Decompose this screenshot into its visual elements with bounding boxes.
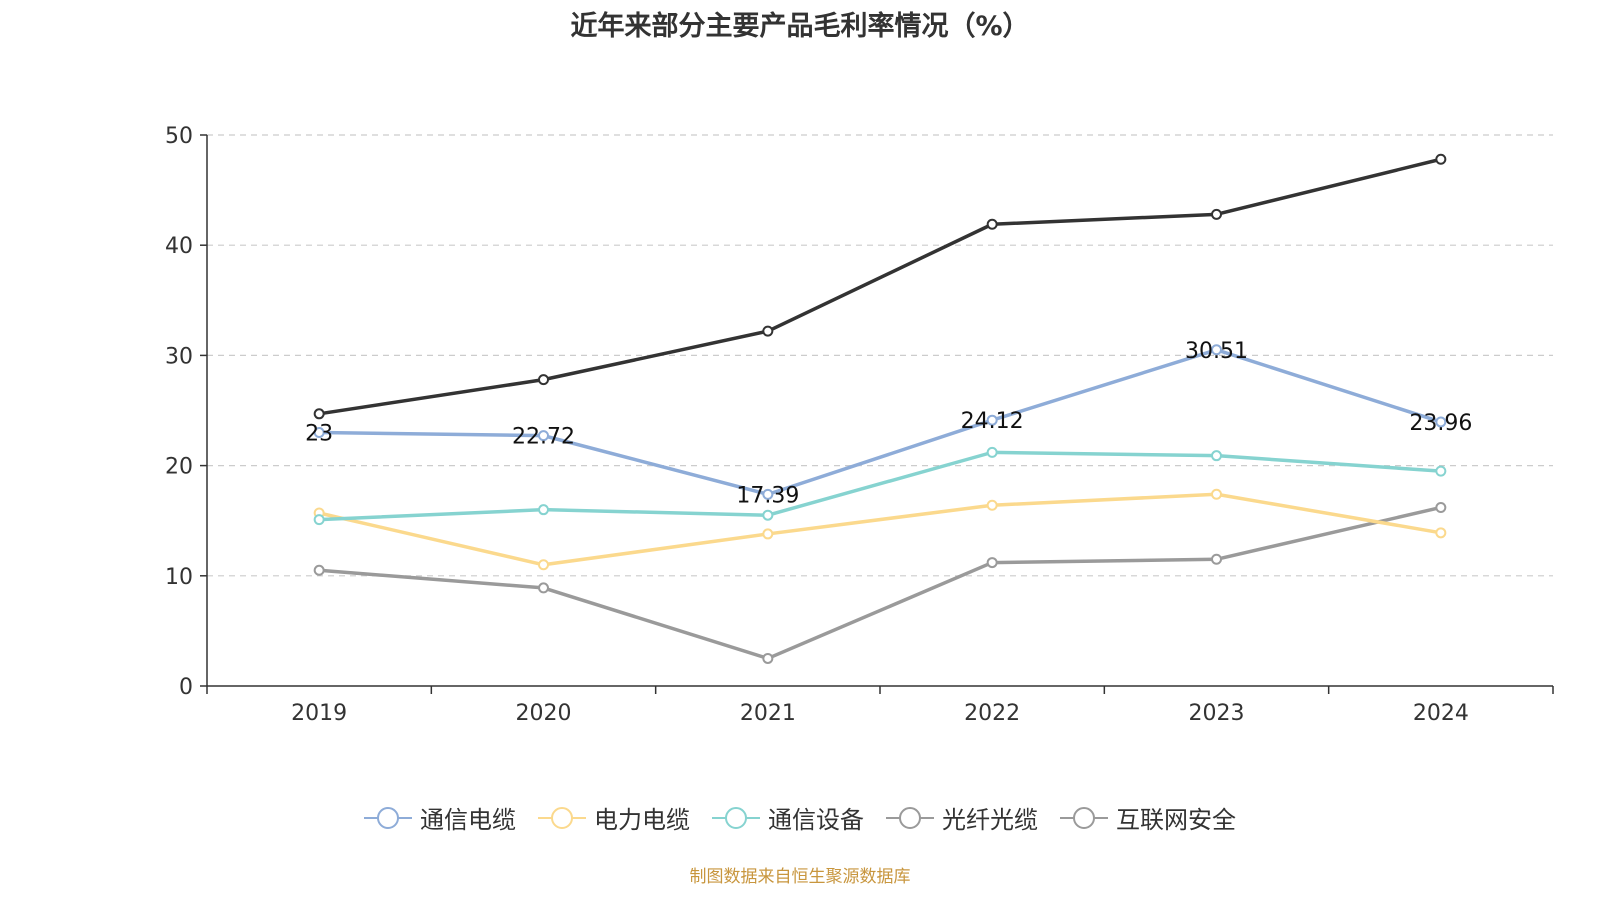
y-tick-label: 40: [165, 234, 193, 259]
x-tick-label: 2024: [1413, 701, 1469, 726]
y-tick-label: 50: [165, 124, 193, 149]
legend-label: 光纤光缆: [942, 806, 1038, 834]
y-tick-label: 0: [179, 675, 193, 700]
data-label: 17.39: [736, 483, 799, 508]
data-point[interactable]: [762, 528, 774, 540]
data-point[interactable]: [762, 509, 774, 521]
data-label: 23.96: [1409, 411, 1472, 436]
data-point[interactable]: [986, 557, 998, 569]
chart-title: 近年来部分主要产品毛利率情况（%）: [570, 11, 1030, 42]
line-chart: 0 10 20 30 40 50 2019 2020 2021 2022 2023 2024 23 22.…: [165, 124, 1554, 726]
data-point[interactable]: [1435, 465, 1447, 477]
data-point[interactable]: [313, 408, 325, 420]
data-point[interactable]: [538, 504, 549, 516]
legend-label: 通信电缆: [420, 806, 516, 834]
source-note: 制图数据来自恒生聚源数据库: [689, 867, 911, 887]
legend-item-tongxin-shebei[interactable]: 通信设备: [712, 800, 864, 835]
x-tick-label: 2019: [291, 701, 347, 726]
series-line: [319, 450, 1441, 522]
data-point[interactable]: [313, 564, 325, 576]
data-label: 23: [305, 422, 333, 447]
data-point[interactable]: [1435, 153, 1447, 165]
data-point[interactable]: [538, 582, 549, 594]
legend-icon: [712, 806, 760, 829]
data-point[interactable]: [1211, 450, 1222, 462]
x-tick-label: 2021: [740, 701, 796, 726]
data-point[interactable]: [986, 446, 998, 458]
data-point[interactable]: [986, 414, 998, 426]
legend-label: 通信设备: [768, 806, 864, 834]
data-point[interactable]: [986, 499, 998, 511]
legend-item-dianli-dianlan[interactable]: 电力电缆: [538, 800, 690, 835]
data-point[interactable]: [538, 430, 549, 442]
data-point[interactable]: [1211, 488, 1222, 500]
series-line: [318, 157, 1442, 416]
data-point[interactable]: [538, 559, 549, 571]
data-point[interactable]: [313, 427, 325, 439]
data-point[interactable]: [762, 488, 774, 500]
data-point[interactable]: [538, 374, 549, 386]
legend-item-guangxian-guanglan[interactable]: 光纤光缆: [886, 800, 1038, 835]
series-line: [319, 505, 1442, 661]
y-tick-label: 10: [165, 565, 193, 590]
data-label: 30.51: [1185, 339, 1248, 364]
data-point[interactable]: [1435, 527, 1447, 539]
legend-label: 互联网安全: [1116, 806, 1236, 834]
data-point[interactable]: [1211, 208, 1222, 220]
x-tick-label: 2023: [1189, 701, 1245, 726]
data-label: 22.72: [512, 425, 575, 450]
y-tick-label: 20: [165, 455, 193, 480]
series-line: [318, 492, 1442, 567]
x-tick-label: 2020: [516, 701, 572, 726]
data-label: 24.12: [961, 409, 1024, 434]
legend-icon: [1060, 806, 1108, 829]
data-point[interactable]: [1435, 501, 1447, 513]
legend-label: 电力电缆: [594, 806, 690, 834]
data-point[interactable]: [1211, 344, 1222, 356]
data-point[interactable]: [762, 325, 774, 337]
legend-icon: [538, 806, 586, 829]
x-tick-label: 2022: [964, 701, 1020, 726]
legend-icon: [886, 806, 934, 829]
legend-icon: [364, 806, 412, 829]
data-point[interactable]: [986, 218, 998, 230]
data-point[interactable]: [1211, 553, 1222, 565]
data-point[interactable]: [313, 514, 325, 526]
y-tick-label: 30: [165, 344, 193, 369]
legend: 通信电缆 电力电缆 通信设备 光纤光缆 互联网安全: [0, 800, 1600, 835]
data-point[interactable]: [762, 652, 774, 664]
data-point[interactable]: [1435, 416, 1447, 428]
series-line: [319, 348, 1442, 497]
legend-item-hulianwang-anquan[interactable]: 互联网安全: [1060, 800, 1236, 835]
legend-item-tongxin-dianlan[interactable]: 通信电缆: [364, 800, 516, 835]
